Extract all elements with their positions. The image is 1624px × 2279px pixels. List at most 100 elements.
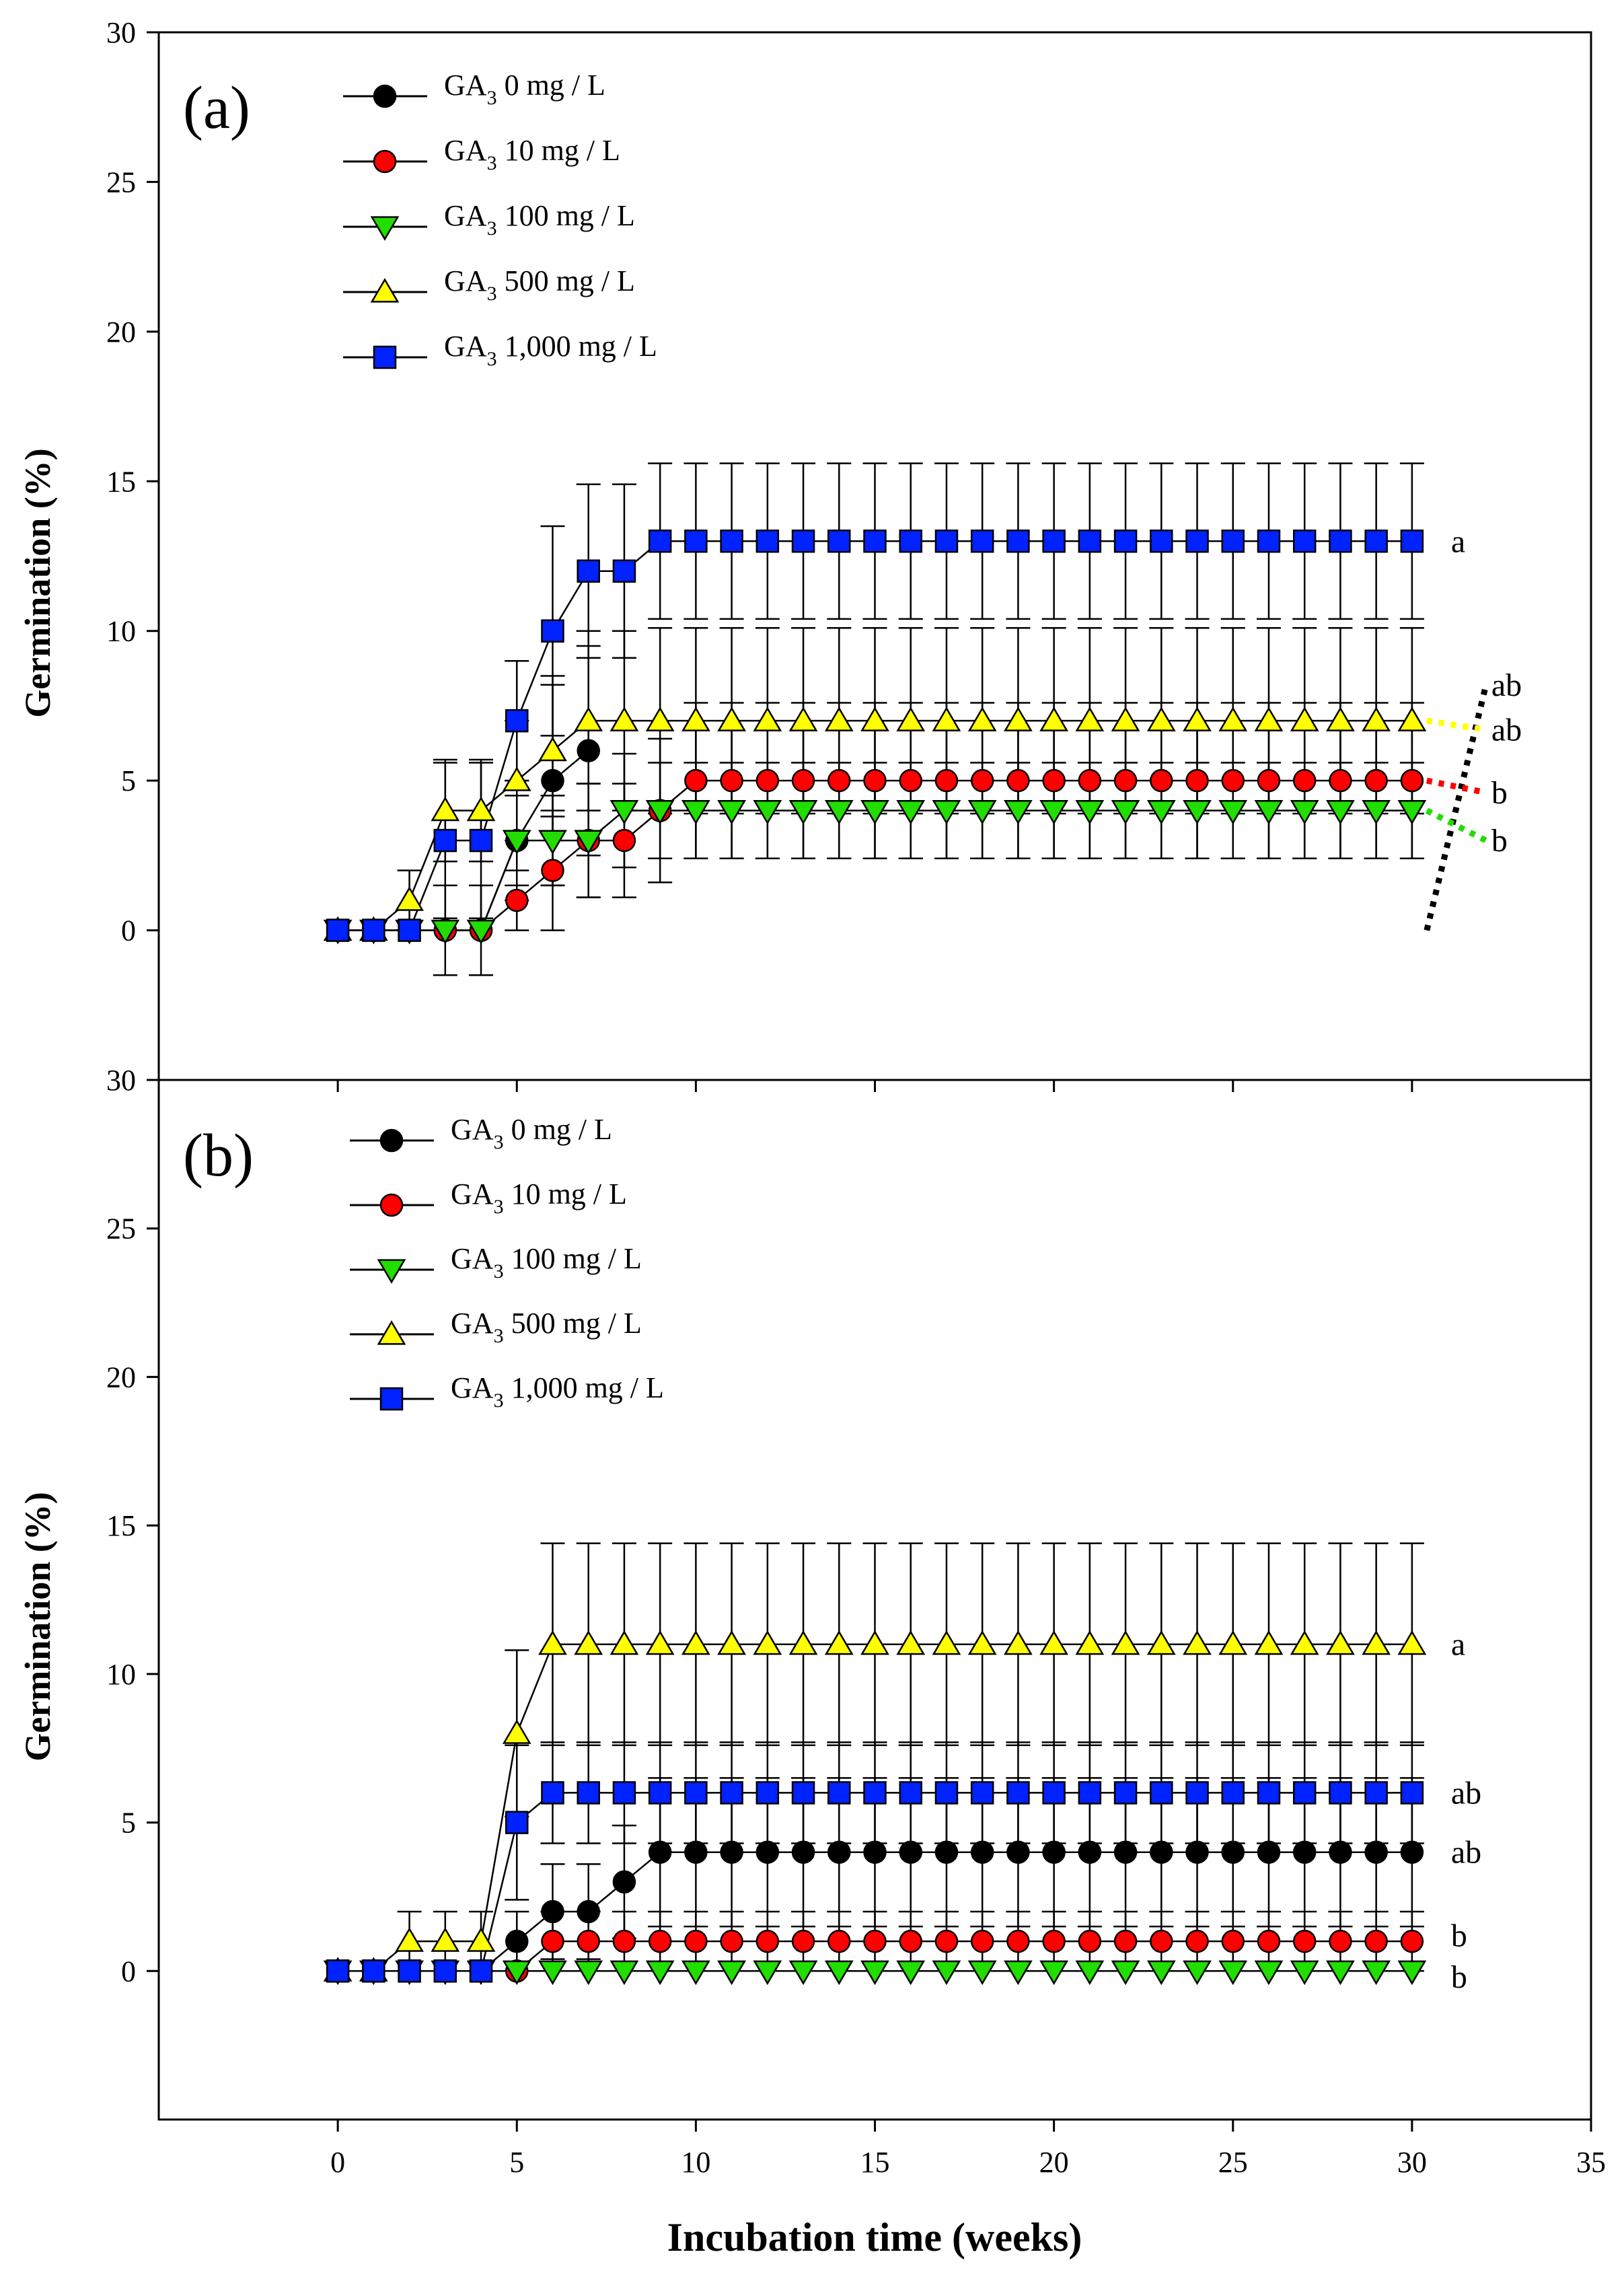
- data-point: [791, 530, 815, 553]
- legend-label: GA3 10 mg / L: [444, 134, 620, 174]
- data-point: [1292, 768, 1317, 793]
- data-point: [934, 1840, 959, 1864]
- data-point: [970, 530, 994, 553]
- data-point: [502, 766, 531, 791]
- legend-marker: [373, 84, 397, 108]
- data-point: [681, 1630, 710, 1655]
- data-point: [899, 530, 922, 553]
- data-point: [720, 1929, 743, 1953]
- x-tick-label: 30: [1397, 2146, 1427, 2179]
- data-point: [431, 796, 460, 822]
- data-point: [1042, 1781, 1066, 1805]
- legend-label-main: GA: [444, 69, 487, 102]
- data-point: [1292, 1781, 1317, 1805]
- data-point: [648, 1840, 672, 1864]
- data-point: [1113, 1840, 1138, 1864]
- significance-leader: [1426, 717, 1487, 733]
- data-point: [612, 559, 636, 583]
- data-point: [720, 768, 743, 793]
- data-point: [1397, 1630, 1427, 1655]
- data-point: [1221, 530, 1245, 553]
- data-point: [1183, 707, 1212, 731]
- data-point: [1218, 1630, 1248, 1655]
- data-point: [362, 918, 385, 942]
- data-point: [684, 530, 708, 553]
- data-point: [574, 830, 603, 855]
- y-tick-label: 25: [106, 1213, 136, 1245]
- data-point: [466, 796, 496, 822]
- data-point: [1075, 1630, 1105, 1655]
- significance-label: b: [1451, 1959, 1467, 1995]
- data-point: [1150, 530, 1173, 553]
- data-point: [1078, 530, 1102, 553]
- data-point: [541, 1929, 564, 1953]
- data-point: [431, 919, 460, 945]
- data-point: [1185, 530, 1209, 553]
- legend-label-main: GA: [444, 199, 487, 232]
- data-point: [896, 1960, 926, 1986]
- data-point: [788, 1960, 818, 1986]
- data-point: [970, 1929, 994, 1953]
- markers-GA3_500: [323, 707, 1427, 941]
- data-point: [1183, 799, 1212, 825]
- data-point: [1364, 530, 1388, 553]
- data-point: [684, 1929, 708, 1953]
- legend-entry-GA3_10: GA3 10 mg / L: [350, 1178, 627, 1218]
- data-point: [1329, 768, 1352, 793]
- data-point: [1078, 1840, 1102, 1864]
- x-tick-label: 20: [1039, 2146, 1069, 2179]
- data-point: [863, 1781, 887, 1805]
- x-tick-label: 0: [330, 2146, 345, 2179]
- significance-leader: [1426, 777, 1487, 796]
- data-point: [863, 1929, 887, 1953]
- data-point: [791, 1781, 815, 1805]
- data-point: [1042, 530, 1066, 553]
- data-point: [720, 530, 743, 553]
- data-point: [1150, 1781, 1173, 1805]
- legend-entry-GA3_1000: GA3 1,000 mg / L: [350, 1371, 664, 1412]
- data-point: [788, 799, 818, 825]
- data-point: [827, 1781, 851, 1805]
- data-point: [1111, 1630, 1140, 1655]
- data-point: [395, 1927, 424, 1952]
- data-point: [896, 707, 926, 731]
- legend-label-sub: 3: [494, 1389, 504, 1412]
- panel-b: 0 5 10 15 20 25 30 Germination (%) 0 5 10 15 20 25 30 3…: [17, 1064, 1606, 2179]
- data-point: [574, 707, 603, 731]
- data-point: [1257, 530, 1281, 553]
- legend-label-main: GA: [451, 1113, 494, 1146]
- data-point: [1185, 768, 1209, 793]
- data-point: [1042, 1840, 1066, 1864]
- data-point: [612, 828, 636, 853]
- data-point: [610, 707, 639, 731]
- y-tick-label: 20: [106, 1361, 136, 1394]
- data-point: [863, 768, 887, 793]
- data-point: [753, 799, 782, 825]
- panel-label: (a): [183, 75, 250, 141]
- data-point: [717, 799, 746, 825]
- data-point: [824, 1960, 854, 1986]
- data-point: [860, 707, 889, 731]
- data-point: [1111, 799, 1140, 825]
- legend-label: GA3 100 mg / L: [451, 1242, 642, 1282]
- data-point: [1113, 768, 1138, 793]
- data-point: [645, 707, 675, 731]
- data-point: [541, 859, 564, 882]
- markers-GA3_10: [326, 1929, 1424, 1983]
- data-point: [932, 1630, 961, 1655]
- data-point: [788, 707, 818, 731]
- data-point: [1326, 1960, 1355, 1986]
- data-point: [824, 707, 854, 731]
- legend-label-rest: 1,000 mg / L: [504, 1371, 664, 1404]
- legend-label: GA3 1,000 mg / L: [444, 330, 657, 370]
- data-point: [612, 1929, 636, 1953]
- data-point: [1397, 1960, 1427, 1986]
- data-point: [899, 768, 922, 793]
- data-point: [827, 768, 851, 793]
- data-point: [1397, 707, 1427, 731]
- y-tick-label: 15: [106, 465, 136, 498]
- legend-label-rest: 1,000 mg / L: [497, 330, 657, 363]
- legend-marker: [370, 278, 400, 303]
- data-point: [860, 799, 889, 825]
- significance-label: ab: [1451, 1835, 1481, 1871]
